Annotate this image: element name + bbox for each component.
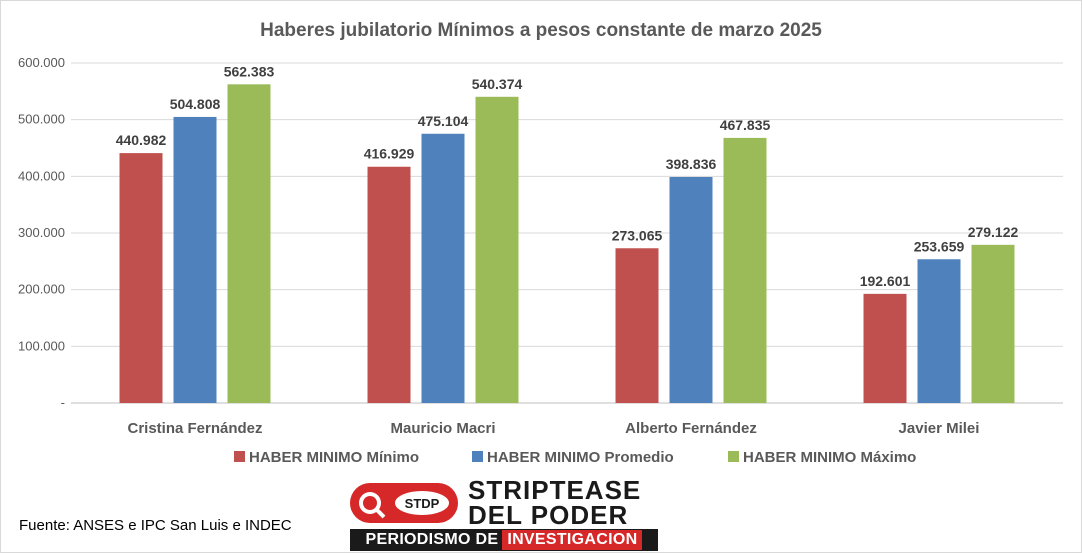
- logo-banner-investigacion: INVESTIGACION: [502, 530, 643, 550]
- y-tick-label: 600.000: [18, 55, 65, 70]
- magnifier-logo-icon: STDP: [350, 483, 458, 523]
- logo-word-striptease: STRIPTEASE: [468, 475, 642, 505]
- legend-swatch: [472, 451, 483, 462]
- bar: [475, 96, 519, 404]
- logo-word-del-poder: DEL PODER: [468, 500, 629, 530]
- data-label: 440.982: [116, 132, 167, 148]
- y-tick-label: 100.000: [18, 338, 65, 353]
- stdp-logo: STDP STRIPTEASE DEL PODER PERIODISMO DE …: [348, 475, 660, 553]
- gridlines: [71, 62, 1063, 404]
- bar: [669, 176, 713, 403]
- bar: [421, 133, 465, 403]
- data-label: 475.104: [418, 113, 469, 129]
- bar: [723, 137, 767, 403]
- legend: HABER MINIMO Mínimo HABER MINIMO Promedio…: [234, 449, 916, 466]
- logo-banner: PERIODISMO DE INVESTIGACION: [350, 529, 658, 551]
- y-tick-label: 300.000: [18, 225, 65, 240]
- data-label: 540.374: [472, 76, 523, 92]
- data-label: 192.601: [860, 273, 911, 289]
- x-tick-label: Alberto Fernández: [625, 420, 757, 437]
- legend-label: HABER MINIMO Mínimo: [249, 449, 419, 466]
- legend-swatch: [728, 451, 739, 462]
- x-tick-label: Javier Milei: [899, 420, 980, 437]
- data-label: 398.836: [666, 156, 717, 172]
- logo-icon-text: STDP: [405, 496, 440, 511]
- y-tick-label: -: [61, 395, 65, 410]
- x-tick-label: Mauricio Macri: [390, 420, 495, 437]
- data-label: 467.835: [720, 117, 771, 133]
- y-axis-ticks: - 100.000 200.000 300.000 400.000 500.000 600.…: [18, 55, 65, 410]
- legend-label: HABER MINIMO Promedio: [487, 449, 674, 466]
- data-label: 273.065: [612, 227, 663, 243]
- data-labels: 440.982 504.808 562.383 416.929 475.104 540.3…: [116, 63, 1019, 289]
- logo-banner-periodismo: PERIODISMO DE: [365, 531, 499, 548]
- bar: [971, 244, 1015, 403]
- bar: [227, 84, 271, 404]
- data-label: 562.383: [224, 63, 275, 79]
- bar: [119, 153, 163, 403]
- bar: [367, 166, 411, 403]
- bar: [917, 259, 961, 403]
- y-tick-label: 400.000: [18, 168, 65, 183]
- bars: [119, 84, 1015, 404]
- legend-label: HABER MINIMO Máximo: [743, 449, 916, 466]
- bar: [173, 116, 217, 403]
- data-label: 279.122: [968, 224, 1019, 240]
- bar-chart: Haberes jubilatorio Mínimos a pesos cons…: [18, 20, 1063, 466]
- bar: [615, 248, 659, 403]
- data-label: 416.929: [364, 146, 415, 162]
- y-tick-label: 200.000: [18, 282, 65, 297]
- x-axis-ticks: Cristina Fernández Mauricio Macri Alberto …: [127, 420, 979, 437]
- bar: [863, 293, 907, 403]
- chart-title: Haberes jubilatorio Mínimos a pesos cons…: [260, 20, 822, 41]
- y-tick-label: 500.000: [18, 112, 65, 127]
- x-tick-label: Cristina Fernández: [127, 420, 262, 437]
- data-label: 253.659: [914, 238, 965, 254]
- legend-swatch: [234, 451, 245, 462]
- source-note: Fuente: ANSES e IPC San Luis e INDEC: [19, 517, 292, 534]
- data-label: 504.808: [170, 96, 221, 112]
